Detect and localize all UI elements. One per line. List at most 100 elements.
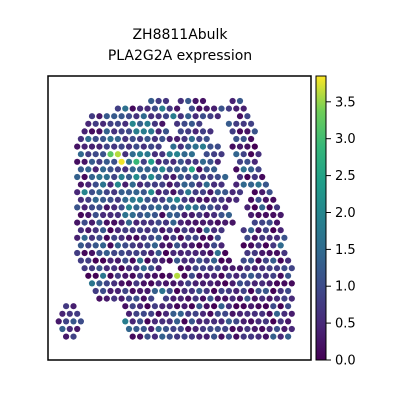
expression-spot xyxy=(170,158,177,165)
expression-spot xyxy=(259,265,266,272)
expression-spot xyxy=(214,249,221,257)
expression-spot xyxy=(111,280,118,287)
expression-spot xyxy=(192,158,199,165)
expression-spot xyxy=(125,143,133,150)
expression-spot xyxy=(248,257,255,264)
expression-spot xyxy=(151,211,158,219)
expression-spot xyxy=(259,310,266,317)
expression-spot xyxy=(225,318,232,325)
expression-spot xyxy=(88,173,96,181)
expression-spot xyxy=(159,303,166,310)
expression-spot xyxy=(137,272,144,279)
expression-spot xyxy=(81,204,88,211)
expression-spot xyxy=(140,295,147,302)
expression-spot xyxy=(266,280,273,287)
expression-spot xyxy=(166,257,173,264)
expression-spot xyxy=(281,249,288,257)
expression-spot xyxy=(144,227,151,234)
expression-spot xyxy=(207,189,214,196)
expression-spot xyxy=(222,204,229,211)
expression-spot xyxy=(273,204,281,211)
expression-spot xyxy=(100,120,107,127)
expression-spot xyxy=(100,166,107,173)
colorbar-ticks: 0.0 0.5 1.0 1.5 2.0 2.5 3.0 3.5 xyxy=(326,95,356,369)
expression-spot xyxy=(170,234,177,241)
expression-spot xyxy=(144,303,151,310)
expression-spot xyxy=(151,272,158,279)
expression-spot xyxy=(103,143,110,150)
expression-spot xyxy=(155,234,162,241)
expression-spot xyxy=(181,242,188,249)
expression-spot xyxy=(273,280,281,287)
expression-spot xyxy=(266,265,273,272)
expression-spot xyxy=(273,234,281,241)
expression-spot xyxy=(92,211,99,219)
expression-spot xyxy=(92,227,99,234)
expression-spot xyxy=(162,158,170,165)
expression-spot xyxy=(122,105,129,112)
expression-spot xyxy=(125,234,133,241)
expression-spot xyxy=(74,189,81,196)
expression-spot xyxy=(92,181,99,188)
expression-spot xyxy=(225,333,232,340)
expression-spot xyxy=(229,97,236,105)
expression-spot xyxy=(251,204,258,211)
expression-spot xyxy=(159,181,166,188)
expression-spot xyxy=(162,295,170,302)
expression-spot xyxy=(140,280,147,287)
expression-spot xyxy=(129,196,136,203)
expression-spot xyxy=(192,280,199,287)
expression-spot xyxy=(151,135,158,143)
expression-spot xyxy=(266,325,273,333)
expression-spot xyxy=(207,325,214,333)
chart-title-line-2: PLA2G2A expression xyxy=(108,48,252,64)
expression-spot xyxy=(155,219,162,226)
expression-spot xyxy=(88,189,96,196)
expression-spot xyxy=(236,295,244,302)
spot-layer xyxy=(55,97,295,340)
expression-spot xyxy=(244,295,251,302)
expression-spot xyxy=(222,325,229,333)
expression-spot xyxy=(251,219,258,226)
expression-spot xyxy=(177,97,184,105)
expression-spot xyxy=(251,265,258,272)
expression-spot xyxy=(66,310,73,317)
expression-spot xyxy=(177,158,184,165)
expression-spot xyxy=(236,143,244,150)
expression-spot xyxy=(137,227,144,234)
expression-spot xyxy=(211,242,218,249)
expression-spot xyxy=(162,249,170,257)
expression-spot xyxy=(162,173,170,181)
expression-spot xyxy=(273,265,281,272)
expression-spot xyxy=(103,204,110,211)
expression-spot xyxy=(81,219,88,226)
expression-spot xyxy=(174,303,181,310)
expression-spot xyxy=(103,265,110,272)
expression-spot xyxy=(262,257,269,264)
expression-spot xyxy=(192,234,199,241)
expression-spot xyxy=(137,257,144,264)
expression-spot xyxy=(74,173,81,181)
expression-spot xyxy=(100,151,107,158)
expression-spot xyxy=(140,325,147,333)
expression-spot xyxy=(236,280,244,287)
expression-spot xyxy=(236,97,244,105)
expression-spot xyxy=(266,249,273,257)
expression-spot xyxy=(77,257,84,264)
expression-spot xyxy=(140,143,147,150)
expression-spot xyxy=(114,166,121,173)
expression-spot xyxy=(262,211,269,219)
expression-spot xyxy=(81,234,88,241)
expression-spot xyxy=(114,151,121,158)
expression-spot xyxy=(203,287,210,295)
expression-spot xyxy=(74,310,81,317)
expression-spot xyxy=(137,151,144,158)
expression-spot xyxy=(196,333,203,340)
expression-spot xyxy=(148,280,155,287)
expression-spot xyxy=(103,189,110,196)
expression-spot xyxy=(185,189,192,196)
expression-spot xyxy=(129,166,136,173)
expression-spot xyxy=(100,135,107,143)
expression-spot xyxy=(181,257,188,264)
expression-spot xyxy=(273,325,281,333)
